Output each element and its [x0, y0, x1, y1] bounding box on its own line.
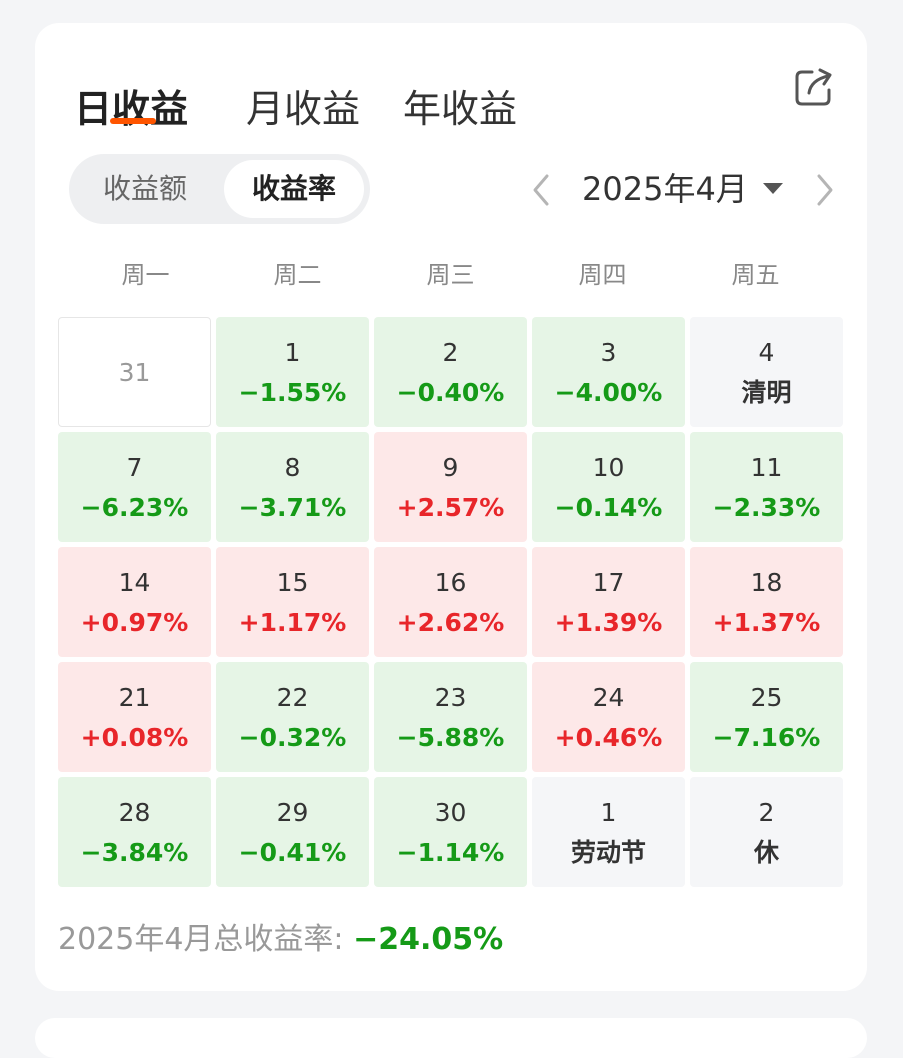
daily-return-value: −5.88%: [396, 723, 505, 752]
calendar-day-cell[interactable]: 28 −3.84%: [58, 777, 211, 887]
calendar-day-cell[interactable]: 25 −7.16%: [690, 662, 843, 772]
active-tab-indicator: [110, 118, 156, 124]
day-number: 14: [118, 568, 151, 597]
daily-return-value: +2.57%: [396, 493, 505, 522]
weekday-thu: 周四: [578, 261, 627, 289]
day-number: 25: [750, 683, 783, 712]
amount-rate-toggle: 收益额 收益率: [69, 154, 370, 224]
daily-return-value: −3.84%: [80, 838, 189, 867]
calendar-day-cell[interactable]: 15 +1.17%: [216, 547, 369, 657]
day-number: 1: [600, 798, 617, 827]
calendar-day-cell[interactable]: 7 −6.23%: [58, 432, 211, 542]
calendar-day-cell[interactable]: 3 −4.00%: [532, 317, 685, 427]
holiday-label: 清明: [741, 378, 792, 407]
daily-return-value: +1.37%: [712, 608, 821, 637]
day-number: 2: [758, 798, 775, 827]
day-number: 23: [434, 683, 467, 712]
daily-return-value: +1.17%: [238, 608, 347, 637]
share-icon[interactable]: [790, 63, 838, 111]
toggle-amount[interactable]: 收益额: [102, 172, 187, 205]
daily-return-value: −2.33%: [712, 493, 821, 522]
daily-return-value: −0.40%: [396, 378, 505, 407]
daily-return-value: −1.55%: [238, 378, 347, 407]
calendar-day-cell[interactable]: 29 −0.41%: [216, 777, 369, 887]
holiday-label: 休: [753, 838, 779, 867]
day-number: 8: [284, 453, 301, 482]
weekday-fri: 周五: [731, 261, 780, 289]
monthly-total-label: 2025年4月总收益率:: [58, 922, 354, 957]
daily-return-value: +2.62%: [396, 608, 505, 637]
monthly-total: 2025年4月总收益率: −24.05%: [58, 920, 503, 960]
calendar-day-cell[interactable]: 10 −0.14%: [532, 432, 685, 542]
day-number: 21: [118, 683, 151, 712]
tab-daily-returns[interactable]: 日收益: [74, 87, 189, 131]
weekday-tue: 周二: [273, 261, 322, 289]
day-number: 16: [434, 568, 467, 597]
calendar-day-cell[interactable]: 22 −0.32%: [216, 662, 369, 772]
daily-return-value: −0.14%: [554, 493, 663, 522]
daily-return-value: +1.39%: [554, 608, 663, 637]
day-number: 11: [750, 453, 783, 482]
daily-return-value: +0.97%: [80, 608, 189, 637]
calendar-day-cell[interactable]: 11 −2.33%: [690, 432, 843, 542]
day-number: 10: [592, 453, 625, 482]
tab-monthly-returns[interactable]: 月收益: [246, 87, 361, 131]
daily-return-value: −7.16%: [712, 723, 821, 752]
day-number: 3: [600, 338, 617, 367]
calendar-day-cell[interactable]: 21 +0.08%: [58, 662, 211, 772]
day-number: 17: [592, 568, 625, 597]
holiday-label: 劳动节: [570, 838, 646, 867]
chevron-left-icon[interactable]: [523, 170, 559, 210]
chevron-right-icon[interactable]: [807, 170, 843, 210]
calendar-day-cell[interactable]: 23 −5.88%: [374, 662, 527, 772]
day-number: 9: [442, 453, 459, 482]
calendar-day-cell[interactable]: 17 +1.39%: [532, 547, 685, 657]
daily-returns-card: 日收益 月收益 年收益 收益额 收益率 2025年4月 周一 周二 周三 周四 …: [35, 23, 867, 991]
weekday-wed: 周三: [426, 261, 475, 289]
day-number: 7: [126, 453, 143, 482]
day-number: 24: [592, 683, 625, 712]
daily-return-value: −0.41%: [238, 838, 347, 867]
calendar-day-cell[interactable]: 31: [58, 317, 211, 427]
calendar-day-cell[interactable]: 18 +1.37%: [690, 547, 843, 657]
day-number: 22: [276, 683, 309, 712]
daily-return-value: −3.71%: [238, 493, 347, 522]
calendar-day-cell[interactable]: 14 +0.97%: [58, 547, 211, 657]
day-number: 1: [284, 338, 301, 367]
daily-return-value: −1.14%: [396, 838, 505, 867]
month-selector[interactable]: 2025年4月: [582, 170, 748, 208]
tab-yearly-returns[interactable]: 年收益: [403, 87, 518, 131]
monthly-total-value: −24.05%: [353, 922, 504, 957]
day-number: 2: [442, 338, 459, 367]
day-number: 28: [118, 798, 151, 827]
calendar-day-cell[interactable]: 2 −0.40%: [374, 317, 527, 427]
day-number: 29: [276, 798, 309, 827]
day-number: 18: [750, 568, 783, 597]
caret-down-icon[interactable]: [763, 183, 783, 194]
day-number: 30: [434, 798, 467, 827]
day-number: 15: [276, 568, 309, 597]
daily-return-value: +0.46%: [554, 723, 663, 752]
calendar-day-cell[interactable]: 8 −3.71%: [216, 432, 369, 542]
daily-return-value: +0.08%: [80, 723, 189, 752]
calendar-day-cell[interactable]: 1 劳动节: [532, 777, 685, 887]
calendar-day-cell[interactable]: 30 −1.14%: [374, 777, 527, 887]
calendar-day-cell[interactable]: 24 +0.46%: [532, 662, 685, 772]
toggle-rate[interactable]: 收益率: [224, 160, 364, 218]
daily-return-value: −6.23%: [80, 493, 189, 522]
calendar-day-cell[interactable]: 9 +2.57%: [374, 432, 527, 542]
daily-return-value: −4.00%: [554, 378, 663, 407]
calendar-day-cell[interactable]: 1 −1.55%: [216, 317, 369, 427]
weekday-mon: 周一: [121, 261, 170, 289]
daily-return-value: −0.32%: [238, 723, 347, 752]
next-card: [35, 1018, 867, 1058]
calendar-day-cell[interactable]: 4 清明: [690, 317, 843, 427]
day-number: 4: [758, 338, 775, 367]
day-number: 31: [118, 358, 151, 387]
calendar-day-cell[interactable]: 16 +2.62%: [374, 547, 527, 657]
